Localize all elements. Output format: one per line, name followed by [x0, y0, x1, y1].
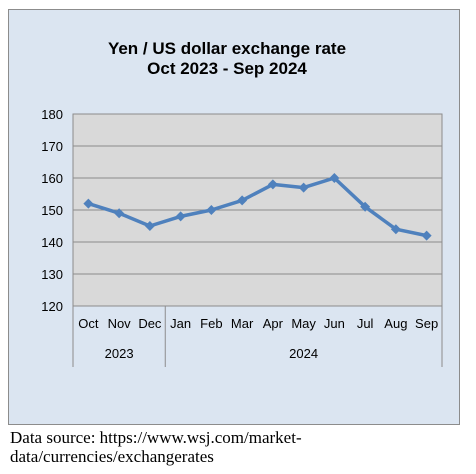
- x-tick-label: Sep: [415, 316, 438, 331]
- data-point-marker: [329, 173, 340, 183]
- data-point-marker: [175, 211, 186, 222]
- y-tick-label: 180: [41, 107, 63, 122]
- x-tick-label: May: [291, 316, 316, 331]
- line-chart: Yen / US dollar exchange rate Oct 2023 -…: [41, 39, 443, 367]
- data-point-marker: [298, 182, 309, 193]
- data-point-marker: [360, 201, 371, 212]
- x-tick-label: Apr: [263, 316, 284, 331]
- data-point-marker: [144, 221, 155, 231]
- chart-title-line-2: Oct 2023 - Sep 2024: [147, 59, 307, 78]
- data-point-marker: [114, 208, 125, 219]
- x-tick-label: Aug: [384, 316, 407, 331]
- data-point-marker: [421, 230, 432, 241]
- y-tick-label: 160: [41, 171, 63, 186]
- data-point-marker: [83, 198, 94, 209]
- x-tick-label: Jul: [357, 316, 374, 331]
- year-group-label: 2023: [105, 346, 134, 361]
- y-tick-label: 170: [41, 139, 63, 154]
- y-tick-label: 140: [41, 235, 63, 250]
- y-tick-label: 120: [41, 299, 63, 314]
- y-tick-label: 150: [41, 203, 63, 218]
- series-line: [83, 173, 432, 241]
- series-line-path: [87, 176, 427, 238]
- x-tick-label: Mar: [231, 316, 254, 331]
- data-source-line-2: data/currencies/exchangerates: [10, 447, 214, 466]
- chart-area: Yen / US dollar exchange rate Oct 2023 -…: [8, 9, 460, 425]
- data-point-marker: [237, 195, 248, 206]
- axes: 120 130 140 150 160 170 180 Oct Nov Dec Jan Feb Mar A…: [41, 107, 443, 367]
- x-tick-label: Jan: [170, 316, 191, 331]
- data-source-note: Data source: https://www.wsj.com/market-…: [10, 428, 410, 466]
- x-tick-label: Nov: [108, 316, 132, 331]
- chart-title-line-1: Yen / US dollar exchange rate: [108, 39, 346, 58]
- x-tick-label: Oct: [78, 316, 99, 331]
- x-tick-label: Feb: [200, 316, 222, 331]
- data-point-marker: [390, 224, 401, 235]
- y-tick-label: 130: [41, 267, 63, 282]
- data-point-marker: [267, 179, 278, 190]
- x-tick-label: Jun: [324, 316, 345, 331]
- data-source-line-1: Data source: https://www.wsj.com/market-: [10, 428, 302, 447]
- data-point-marker: [206, 205, 217, 215]
- x-tick-label: Dec: [138, 316, 162, 331]
- year-group-label: 2024: [289, 346, 318, 361]
